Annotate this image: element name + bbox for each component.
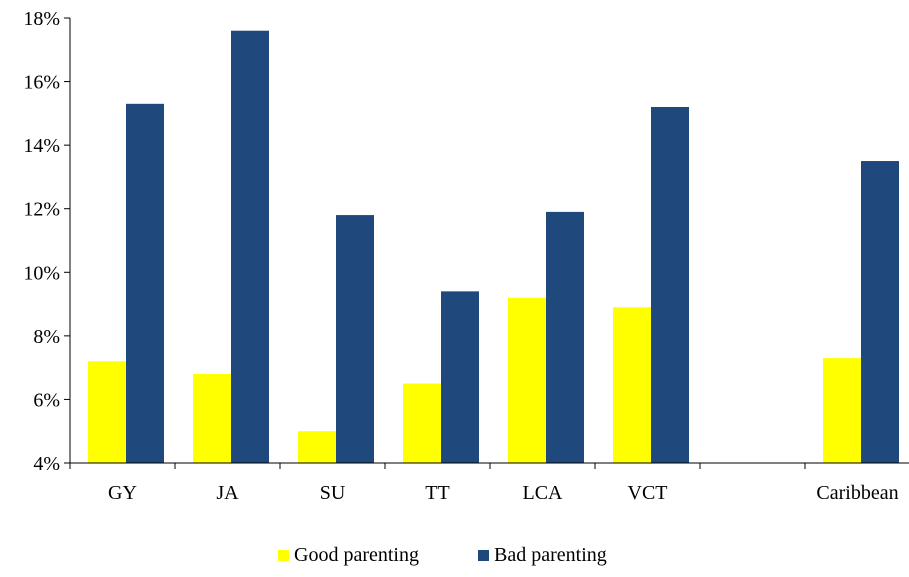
x-category-label: SU xyxy=(320,482,346,504)
bar-bad-parenting-tt xyxy=(441,291,479,463)
x-category-labels: GY JA SU TT LCA VCT Caribbean xyxy=(108,482,899,504)
legend-swatch-good-parenting xyxy=(278,550,289,561)
bar-bad-parenting-ja xyxy=(231,30,269,463)
y-tick-label: 6% xyxy=(33,389,60,411)
bar-bad-parenting-su xyxy=(336,215,374,463)
bar-bad-parenting-gy xyxy=(126,103,164,464)
y-tick-label: 12% xyxy=(23,199,60,221)
x-category-label: VCT xyxy=(628,482,668,504)
x-category-label: TT xyxy=(425,482,449,504)
bars-layer xyxy=(88,30,899,464)
bar-bad-parenting-lca xyxy=(546,211,584,463)
legend-label-bad-parenting: Bad parenting xyxy=(494,544,607,566)
x-category-label: JA xyxy=(216,482,239,504)
bar-good-parenting-lca xyxy=(508,297,546,463)
bar-bad-parenting-vct xyxy=(651,107,689,463)
bar-good-parenting-gy xyxy=(88,361,126,463)
y-tick-label: 8% xyxy=(33,326,60,348)
bar-good-parenting-vct xyxy=(613,307,651,463)
legend-swatch-bad-parenting xyxy=(478,550,489,561)
bar-good-parenting-caribbean xyxy=(823,358,861,463)
bar-bad-parenting-caribbean xyxy=(861,161,899,464)
y-tick-label: 4% xyxy=(33,453,60,475)
x-category-label: LCA xyxy=(523,482,564,504)
y-tick-label: 16% xyxy=(23,72,60,94)
legend: Good parenting Bad parenting xyxy=(278,544,607,566)
y-tick-label: 14% xyxy=(23,135,60,157)
x-category-label: Caribbean xyxy=(816,482,898,504)
y-tick-labels: 4% 6% 8% 10% 12% 14% 16% 18% xyxy=(23,8,60,475)
legend-label-good-parenting: Good parenting xyxy=(294,544,419,566)
bar-good-parenting-ja xyxy=(193,374,231,463)
y-tick-label: 10% xyxy=(23,262,60,284)
x-category-label: GY xyxy=(108,482,137,504)
bar-good-parenting-su xyxy=(298,431,336,463)
y-tick-label: 18% xyxy=(23,8,60,30)
bar-good-parenting-tt xyxy=(403,383,441,463)
axes-layer xyxy=(64,17,909,469)
